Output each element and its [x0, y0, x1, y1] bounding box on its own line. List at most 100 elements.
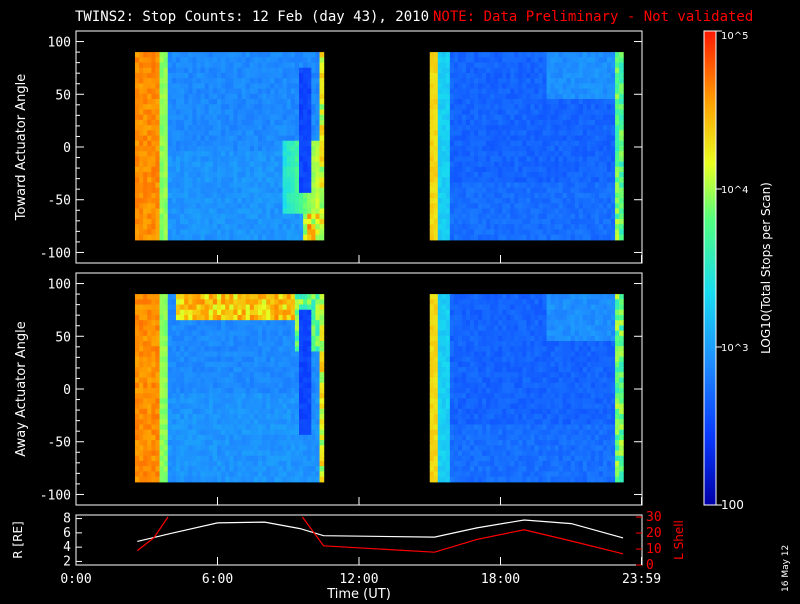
heatmap-cell: [216, 218, 222, 225]
heatmap-cell: [249, 135, 255, 142]
heatmap-cell: [278, 429, 284, 436]
heatmap-cell: [307, 346, 312, 353]
heatmap-cell: [619, 166, 624, 173]
heatmap-cell: [262, 335, 267, 342]
heatmap-cell: [155, 440, 161, 446]
heatmap-cell: [290, 393, 296, 399]
heatmap-cell: [299, 460, 304, 467]
heatmap-cell: [282, 57, 288, 64]
heatmap-cell: [196, 346, 202, 353]
heatmap-cell: [526, 109, 532, 116]
heatmap-cell: [550, 156, 556, 163]
heatmap-cell: [237, 172, 243, 178]
heatmap-cell: [546, 172, 552, 178]
heatmap-cell: [550, 78, 556, 84]
heatmap-cell: [311, 88, 317, 95]
heatmap-cell: [171, 192, 177, 199]
heatmap-cell: [167, 88, 173, 95]
heatmap-cell: [282, 187, 288, 194]
heatmap-cell: [139, 408, 144, 415]
heatmap-cell: [282, 72, 288, 79]
heatmap-cell: [510, 99, 515, 105]
heatmap-cell: [266, 294, 271, 300]
heatmap-cell: [151, 62, 157, 69]
heatmap-cell: [494, 62, 499, 69]
heatmap-cell: [258, 109, 263, 116]
heatmap-cell: [225, 156, 230, 163]
heatmap-cell: [200, 320, 206, 326]
heatmap-cell: [180, 455, 185, 462]
heatmap-cell: [619, 229, 624, 236]
heatmap-cell: [237, 182, 243, 189]
heatmap-cell: [196, 294, 202, 300]
heatmap-cell: [303, 93, 308, 100]
heatmap-cell: [530, 99, 536, 105]
heatmap-cell: [466, 88, 471, 95]
heatmap-cell: [607, 218, 612, 225]
heatmap-cell: [299, 62, 304, 69]
heatmap-cell: [282, 130, 288, 137]
heatmap-cell: [196, 387, 202, 394]
heatmap-cell: [171, 135, 177, 142]
heatmap-cell: [282, 398, 288, 405]
heatmap-cell: [229, 104, 234, 111]
heatmap-cell: [200, 414, 206, 420]
heatmap-cell: [200, 83, 206, 90]
heatmap-cell: [245, 346, 251, 353]
heatmap-cell: [274, 182, 280, 189]
heatmap-cell: [429, 156, 435, 163]
heatmap-cell: [237, 403, 243, 410]
heatmap-cell: [253, 341, 259, 347]
heatmap-cell: [249, 403, 255, 410]
heatmap-cell: [196, 172, 202, 178]
heatmap-cell: [266, 218, 271, 225]
heatmap-cell: [437, 177, 443, 184]
heatmap-cell: [159, 299, 165, 306]
heatmap-cell: [522, 93, 528, 100]
heatmap-cell: [204, 99, 210, 105]
heatmap-cell: [192, 135, 198, 142]
heatmap-cell: [204, 356, 210, 363]
heatmap-cell: [204, 213, 210, 220]
heatmap-cell: [184, 234, 189, 241]
heatmap-cell: [229, 460, 234, 467]
heatmap-cell: [282, 393, 288, 399]
heatmap-cell: [486, 125, 491, 131]
heatmap-cell: [237, 125, 243, 131]
heatmap-cell: [594, 83, 600, 90]
heatmap-cell: [522, 161, 528, 168]
heatmap-cell: [167, 471, 173, 478]
heatmap-cell: [175, 429, 181, 436]
heatmap-cell: [139, 440, 144, 446]
heatmap-cell: [482, 119, 487, 126]
heatmap-cell: [294, 335, 300, 342]
heatmap-cell: [526, 119, 532, 126]
heatmap-cell: [562, 104, 568, 111]
heatmap-cell: [262, 361, 267, 368]
heatmap-cell: [159, 429, 165, 436]
heatmap-cell: [270, 434, 276, 441]
heatmap-cell: [270, 72, 276, 79]
heatmap-cell: [270, 414, 276, 420]
heatmap-cell: [180, 387, 185, 394]
heatmap-cell: [188, 320, 193, 326]
heatmap-cell: [538, 156, 544, 163]
heatmap-cell: [171, 460, 177, 467]
heatmap-cell: [221, 72, 226, 79]
heatmap-cell: [311, 198, 317, 204]
heatmap-cell: [241, 229, 247, 236]
heatmap-cell: [299, 377, 304, 384]
heatmap-cell: [611, 93, 616, 100]
heatmap-cell: [290, 203, 296, 210]
heatmap-cell: [290, 172, 296, 178]
heatmap-cell: [578, 67, 584, 74]
heatmap-cell: [175, 198, 181, 204]
heatmap-cell: [134, 294, 140, 300]
heatmap-cell: [155, 78, 161, 84]
heatmap-cell: [180, 320, 185, 326]
heatmap-cell: [506, 88, 511, 95]
heatmap-cell: [225, 109, 230, 116]
heatmap-cell: [163, 450, 169, 457]
heatmap-cell: [180, 119, 185, 126]
